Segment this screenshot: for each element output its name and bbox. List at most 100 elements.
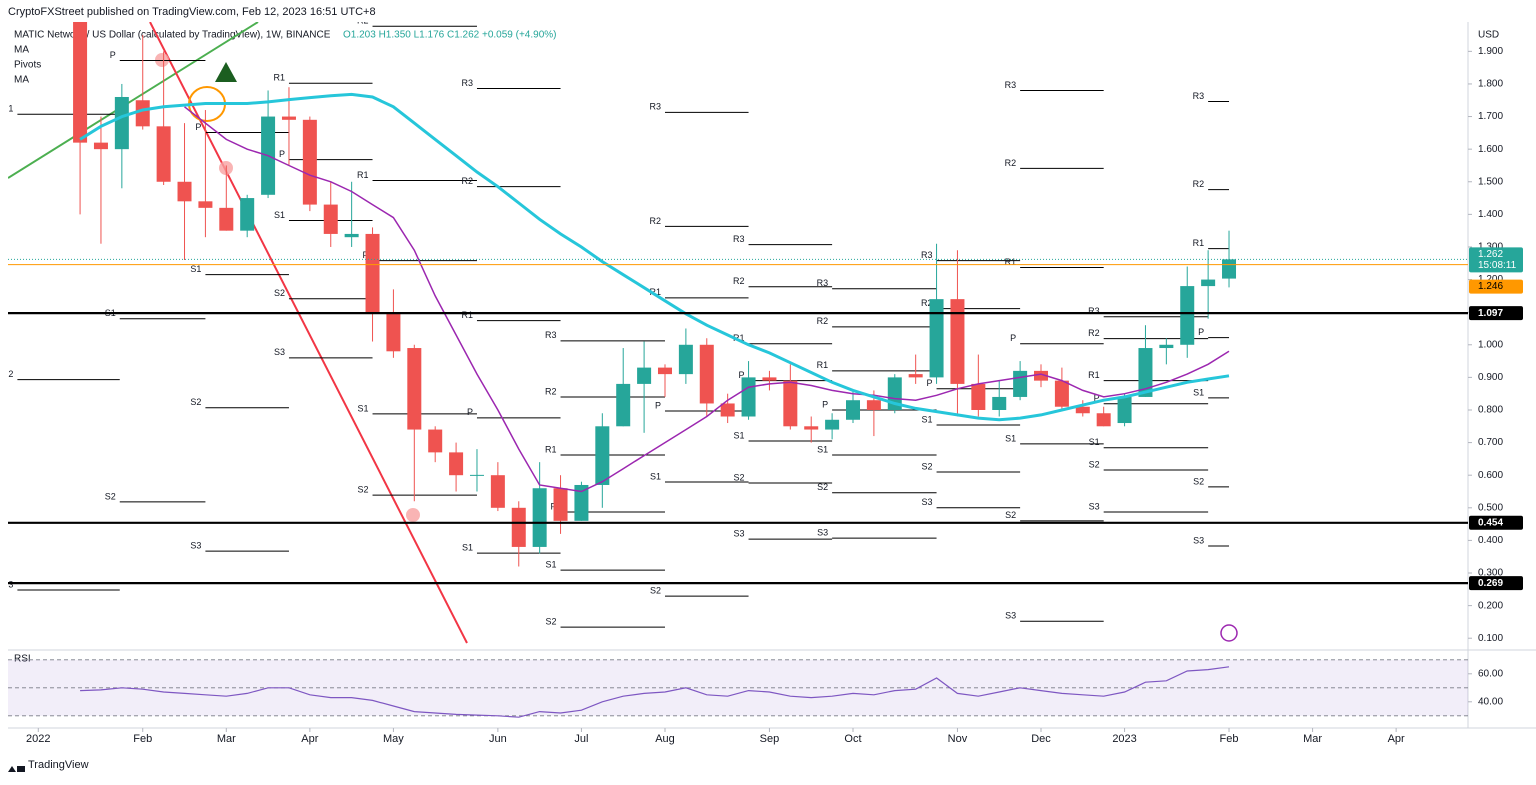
- pivot-label: R2: [545, 386, 557, 396]
- pivot-label: S2: [817, 482, 828, 492]
- level-label: 1.097: [1478, 308, 1503, 319]
- pivot-label: S2: [105, 491, 116, 501]
- pivot-label: P: [467, 407, 473, 417]
- pivot-label: R2: [1088, 328, 1100, 338]
- y-tick-label: 0.100: [1478, 633, 1503, 644]
- candle-body: [762, 377, 777, 381]
- candle-body: [804, 426, 819, 430]
- y-tick-label: 0.800: [1478, 405, 1503, 416]
- pivot-label: R3: [461, 78, 473, 88]
- pivot-label: S2: [734, 472, 745, 482]
- ma-line: [184, 106, 1230, 493]
- pivot-label: S1: [1193, 387, 1204, 397]
- y-tick-label: 1.700: [1478, 111, 1503, 122]
- pivot-label: P: [927, 378, 933, 388]
- pivot-label: S2: [1005, 510, 1016, 520]
- ma-line: [79, 92, 1230, 422]
- ma-price-label: 1.246: [1478, 281, 1503, 292]
- pivot-label: S2: [922, 461, 933, 471]
- candle-body: [1013, 370, 1028, 397]
- candle-body: [783, 380, 798, 427]
- pivot-label: R2: [649, 216, 661, 226]
- pivot-label: 1: [8, 104, 13, 114]
- pivot-label: R1: [817, 360, 829, 370]
- pivot-label: R3: [1088, 306, 1100, 316]
- pivot-label: S2: [274, 288, 285, 298]
- pivot-label: S1: [734, 430, 745, 440]
- candle-body: [1159, 344, 1174, 349]
- pivot-label: S3: [1193, 535, 1204, 545]
- candle-body: [323, 204, 338, 234]
- candle-body: [866, 400, 881, 410]
- pivot-label: R2: [921, 298, 933, 308]
- candle-body: [950, 299, 965, 384]
- pivot-label: 3: [8, 579, 13, 589]
- pivot-label: S2: [1089, 459, 1100, 469]
- pivot-label: R1: [1193, 238, 1205, 248]
- candle-body: [93, 142, 108, 150]
- y-tick-label: 0.400: [1478, 535, 1503, 546]
- pivot-label: R1: [357, 170, 369, 180]
- pivot-label: P: [195, 122, 201, 132]
- drawings: [8, 22, 1238, 644]
- candle-body: [616, 383, 631, 427]
- pivot-label: S1: [274, 210, 285, 220]
- pivot-label: S3: [190, 541, 201, 551]
- pivot-label: R3: [545, 330, 557, 340]
- pivot-label: P: [551, 501, 557, 511]
- warning-icon: [215, 62, 237, 82]
- level-tag: [1469, 306, 1523, 321]
- trendline: [149, 22, 468, 644]
- pivot-label: S3: [1089, 501, 1100, 511]
- pivot-label: R3: [1005, 80, 1017, 90]
- x-tick-label: Apr: [1388, 733, 1405, 745]
- pivot-label: P: [822, 399, 828, 409]
- x-tick-label: Dec: [1031, 733, 1051, 745]
- candle-body: [908, 374, 923, 378]
- candle-body: [637, 367, 652, 384]
- currency: USD: [1478, 30, 1499, 41]
- y-tick-label: 0.500: [1478, 502, 1503, 513]
- countdown: 15:08:11: [1478, 260, 1517, 271]
- candle-body: [1201, 279, 1216, 287]
- pivot-label: R2: [357, 16, 369, 26]
- candle-body: [741, 377, 756, 417]
- pivot-label: S1: [1005, 433, 1016, 443]
- rsi-label: RSI: [14, 654, 31, 665]
- candle-body: [344, 233, 359, 238]
- pivot-label: S1: [1089, 437, 1100, 447]
- pivot-label: P: [739, 370, 745, 380]
- pivot-label: R1: [461, 310, 473, 320]
- pivot-label: R1: [273, 73, 285, 83]
- plot: 1 2 3 P S1 S2 P S1 S2 S3 R1 P S1 S2 S3 R2 R1 P S1 S2 R3 R2 R1 P…: [8, 16, 1237, 628]
- pivot-label: S1: [462, 542, 473, 552]
- y-tick-label: 1.900: [1478, 46, 1503, 57]
- pivot-label: P: [110, 50, 116, 60]
- legend-entry: Pivots: [14, 60, 41, 71]
- y-tick-label: 40.00: [1478, 696, 1503, 707]
- x-tick-label: Mar: [217, 733, 236, 745]
- pivot-label: R1: [649, 287, 661, 297]
- pivot-label: S1: [922, 414, 933, 424]
- y-tick-label: 1.600: [1478, 144, 1503, 155]
- pivot-label: S2: [1193, 476, 1204, 486]
- x-tick-label: Apr: [301, 733, 318, 745]
- pivot-label: S1: [358, 403, 369, 413]
- x-tick-label: 2023: [1112, 733, 1136, 745]
- y-tick-label: 60.00: [1478, 668, 1503, 679]
- marker: [406, 508, 420, 522]
- x-tick-label: Feb: [1220, 733, 1239, 745]
- legend-entry: MA: [14, 45, 29, 56]
- candle-body: [219, 207, 234, 231]
- ma-price-tag: [1469, 279, 1523, 294]
- pivot-label: R2: [1005, 158, 1017, 168]
- pivot-label: S1: [546, 559, 557, 569]
- pivot-label: S3: [734, 528, 745, 538]
- pivot-label: S2: [546, 617, 557, 627]
- x-tick-label: Nov: [948, 733, 968, 745]
- y-tick-label: 1.300: [1478, 242, 1503, 253]
- candle-body: [1180, 286, 1195, 345]
- candle-body: [1117, 396, 1132, 424]
